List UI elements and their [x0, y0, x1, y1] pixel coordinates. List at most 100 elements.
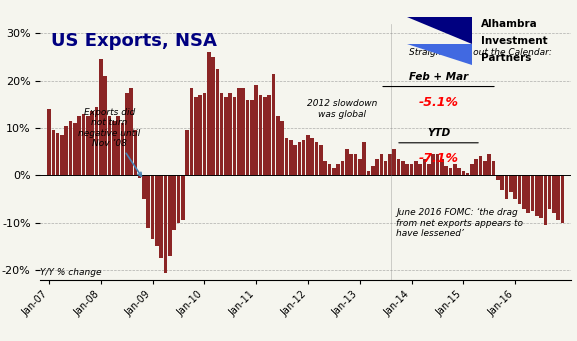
- Bar: [293, 145, 297, 175]
- Bar: [116, 116, 120, 175]
- Bar: [99, 59, 103, 175]
- Bar: [514, 175, 517, 199]
- Bar: [155, 175, 159, 247]
- Bar: [479, 157, 482, 175]
- Bar: [125, 92, 129, 175]
- Bar: [211, 57, 215, 175]
- Bar: [552, 175, 556, 213]
- Bar: [267, 95, 271, 175]
- Bar: [95, 107, 98, 175]
- Bar: [427, 164, 430, 175]
- Bar: [539, 175, 543, 218]
- Bar: [526, 175, 530, 213]
- Bar: [366, 171, 370, 175]
- Bar: [436, 154, 439, 175]
- Bar: [392, 149, 396, 175]
- Bar: [69, 121, 73, 175]
- Bar: [177, 175, 181, 223]
- Bar: [103, 76, 107, 175]
- Bar: [168, 175, 172, 256]
- Bar: [371, 166, 374, 175]
- Bar: [444, 166, 448, 175]
- Bar: [496, 175, 500, 180]
- Bar: [82, 114, 85, 175]
- Bar: [194, 97, 197, 175]
- Bar: [112, 121, 115, 175]
- Bar: [457, 168, 461, 175]
- Bar: [548, 175, 552, 209]
- Bar: [453, 164, 456, 175]
- Bar: [328, 164, 331, 175]
- Bar: [323, 161, 327, 175]
- Bar: [241, 88, 245, 175]
- Bar: [556, 175, 560, 220]
- Bar: [544, 175, 547, 225]
- Bar: [358, 159, 362, 175]
- Bar: [375, 159, 379, 175]
- Bar: [406, 164, 409, 175]
- Bar: [190, 88, 193, 175]
- Bar: [388, 154, 392, 175]
- Bar: [151, 175, 155, 239]
- Bar: [535, 175, 538, 216]
- Bar: [121, 123, 124, 175]
- Bar: [207, 52, 211, 175]
- Bar: [276, 116, 280, 175]
- Bar: [254, 86, 258, 175]
- Bar: [414, 161, 418, 175]
- Bar: [440, 159, 444, 175]
- Bar: [86, 116, 89, 175]
- Bar: [280, 121, 284, 175]
- Bar: [250, 100, 254, 175]
- Bar: [531, 175, 534, 211]
- Bar: [488, 154, 491, 175]
- Bar: [233, 97, 237, 175]
- Bar: [423, 159, 426, 175]
- Text: Partners: Partners: [481, 53, 532, 63]
- Bar: [284, 137, 288, 175]
- Bar: [462, 171, 465, 175]
- Bar: [384, 161, 388, 175]
- Bar: [561, 175, 564, 223]
- Bar: [483, 161, 487, 175]
- Bar: [332, 168, 336, 175]
- Bar: [349, 154, 353, 175]
- Bar: [246, 100, 249, 175]
- Bar: [159, 175, 163, 258]
- Bar: [263, 97, 267, 175]
- Bar: [310, 137, 314, 175]
- Bar: [319, 145, 323, 175]
- Bar: [258, 95, 263, 175]
- Bar: [336, 164, 340, 175]
- Text: -5.1%: -5.1%: [418, 96, 459, 109]
- Bar: [51, 131, 55, 175]
- Text: Exports did
not turn
negative until
Nov ’08: Exports did not turn negative until Nov …: [78, 108, 141, 176]
- Bar: [198, 95, 202, 175]
- Bar: [500, 175, 504, 190]
- Text: -7.1%: -7.1%: [418, 152, 459, 165]
- Bar: [474, 159, 478, 175]
- Text: YTD: YTD: [427, 129, 450, 138]
- Bar: [401, 161, 404, 175]
- Bar: [185, 131, 189, 175]
- Bar: [138, 175, 141, 178]
- Bar: [345, 149, 349, 175]
- Bar: [272, 74, 275, 175]
- Bar: [380, 154, 383, 175]
- Bar: [470, 164, 474, 175]
- Bar: [509, 175, 512, 192]
- Bar: [315, 142, 319, 175]
- Bar: [298, 142, 301, 175]
- Bar: [340, 161, 344, 175]
- Bar: [215, 69, 219, 175]
- Bar: [224, 97, 228, 175]
- Bar: [306, 135, 310, 175]
- Bar: [147, 175, 150, 227]
- Bar: [492, 161, 496, 175]
- Bar: [129, 88, 133, 175]
- Bar: [91, 112, 94, 175]
- Text: US Exports, NSA: US Exports, NSA: [51, 32, 217, 49]
- Bar: [505, 175, 508, 199]
- Bar: [518, 175, 521, 204]
- Bar: [522, 175, 526, 209]
